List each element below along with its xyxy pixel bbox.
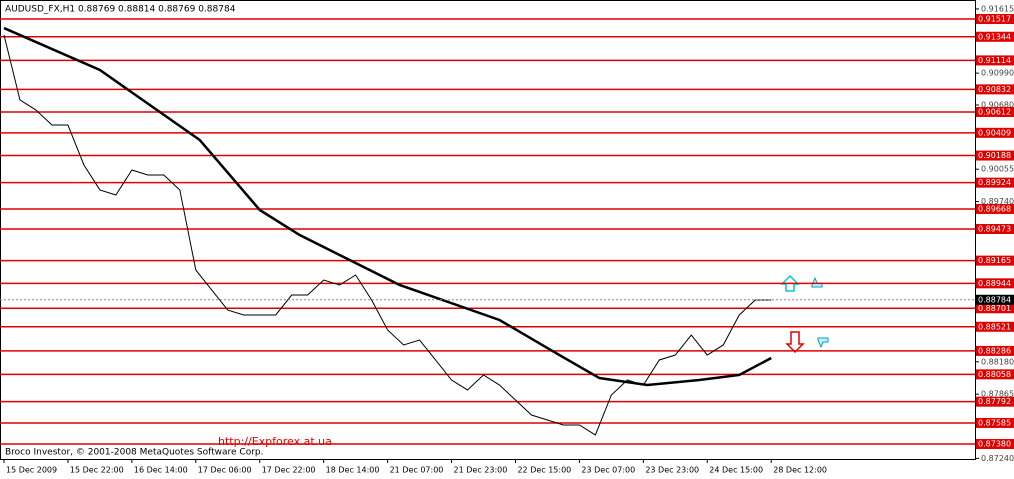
level-label: 0.88286: [978, 346, 1011, 355]
level-label: 0.91517: [978, 15, 1011, 24]
x-tick-label: 21 Dec 23:00: [454, 466, 508, 475]
level-label-box: [976, 345, 1014, 356]
level-label: 0.89165: [978, 256, 1011, 265]
level-label-box: [976, 55, 1014, 66]
level-label-box: [976, 84, 1014, 95]
level-label-box: [976, 177, 1014, 188]
y-tick-label: 0.90680: [981, 100, 1014, 109]
level-label: 0.87380: [978, 440, 1011, 449]
x-tick-label: 15 Dec 22:00: [70, 466, 124, 475]
x-tick-label: 15 Dec 2009: [6, 466, 57, 475]
annotation: http://Expforex.at.ua: [218, 435, 332, 448]
level-label-box: [976, 417, 1014, 428]
level-label-box: [976, 278, 1014, 289]
current-price-box: [976, 294, 1014, 305]
down-arrow: [785, 331, 829, 354]
x-tick-label: 22 Dec 15:00: [517, 466, 571, 475]
level-label-box: [976, 396, 1014, 407]
x-tick-label: 24 Dec 15:00: [709, 466, 763, 475]
y-tick-label: 0.87865: [981, 390, 1014, 399]
y-tick-label: 0.88180: [981, 357, 1014, 366]
level-label: 0.89668: [978, 204, 1011, 213]
chart-header: AUDUSD_FX,H1 0.88769 0.88814 0.88769 0.8…: [5, 5, 236, 15]
level-label: 0.88521: [978, 322, 1011, 331]
level-label: 0.88944: [978, 279, 1011, 288]
level-label: 0.89924: [978, 178, 1011, 187]
y-tick-label: 0.90055: [981, 165, 1014, 174]
y-tick-label: 0.91615: [981, 4, 1014, 13]
copyright: Broco Investor, © 2001-2008 MetaQuotes S…: [5, 448, 264, 458]
level-label-box: [976, 223, 1014, 234]
level-label: 0.91344: [978, 32, 1011, 41]
level-label: 0.87792: [978, 397, 1011, 406]
level-label: 0.91114: [978, 56, 1011, 65]
level-label: 0.87585: [978, 418, 1011, 427]
level-label-box: [976, 150, 1014, 161]
level-label: 0.89473: [978, 224, 1011, 233]
y-tick-label: 0.89740: [981, 197, 1014, 206]
x-tick-label: 17 Dec 22:00: [262, 466, 316, 475]
price-line: [3, 26, 772, 387]
x-tick-label: 21 Dec 07:00: [390, 466, 444, 475]
x-tick-label: 16 Dec 14:00: [134, 466, 188, 475]
level-label-box: [976, 439, 1014, 450]
level-label: 0.90188: [978, 151, 1011, 160]
level-label: 0.88701: [978, 304, 1011, 313]
level-label-box: [976, 369, 1014, 380]
level-label: 0.90409: [978, 128, 1011, 137]
level-label-box: [976, 14, 1014, 25]
current-price-label: 0.88784: [978, 295, 1011, 304]
y-tick-label: 0.90990: [981, 69, 1014, 78]
x-tick-label: 28 Dec 12:00: [773, 466, 827, 475]
level-label-box: [976, 203, 1014, 214]
level-label-box: [976, 321, 1014, 332]
x-tick-label: 17 Dec 06:00: [198, 466, 252, 475]
level-label: 0.90832: [978, 85, 1011, 94]
plot-area: [0, 0, 976, 460]
y-tick-label: 0.87240: [981, 454, 1014, 463]
level-label-box: [976, 127, 1014, 138]
x-tick-label: 18 Dec 14:00: [326, 466, 380, 475]
level-label-box: [976, 106, 1014, 117]
x-tick-label: 23 Dec 23:00: [645, 466, 699, 475]
x-tick-label: 23 Dec 07:00: [581, 466, 635, 475]
level-label-box: [976, 303, 1014, 314]
level-label: 0.88058: [978, 370, 1011, 379]
level-label: 0.90612: [978, 107, 1011, 116]
level-label-box: [976, 31, 1014, 42]
level-label-box: [976, 255, 1014, 266]
